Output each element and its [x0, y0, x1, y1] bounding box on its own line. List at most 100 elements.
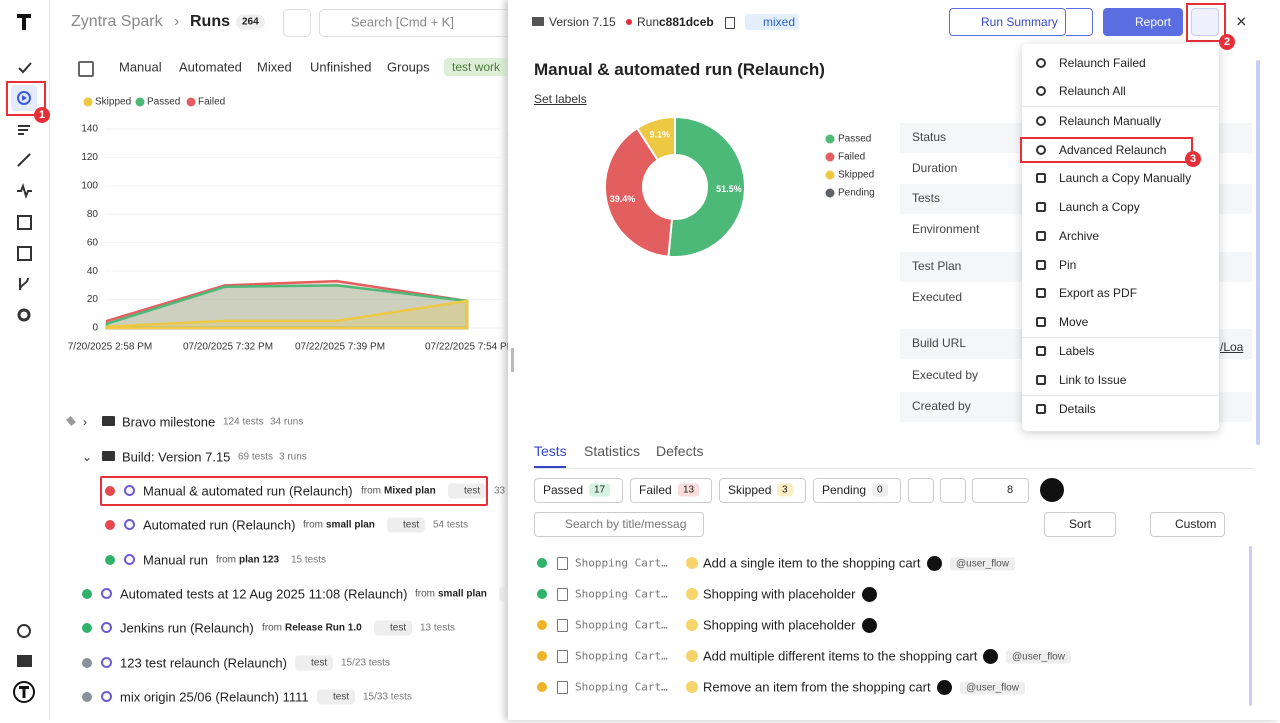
menu-icon: [1036, 173, 1046, 183]
comments-count: 8: [1007, 484, 1014, 496]
highlight-box: [100, 476, 488, 506]
test-type-icon: [686, 588, 698, 600]
tree-label[interactable]: Build: Version 7.15: [122, 449, 231, 465]
filter-button[interactable]: [283, 9, 311, 37]
summary-button[interactable]: [949, 8, 1066, 36]
test-title[interactable]: Add a single item to the shopping cart: [703, 555, 921, 571]
menu-item[interactable]: Relaunch All: [1059, 84, 1126, 98]
tree-label[interactable]: Manual & automated run (Relaunch): [143, 483, 353, 499]
test-tag: @user_flow: [1006, 650, 1071, 664]
test-count: 54 tests: [433, 519, 469, 531]
scrollbar: [1249, 546, 1252, 706]
run-type-icon: [124, 485, 135, 496]
tree-label[interactable]: mix origin 25/06 (Relaunch) 1111: [120, 689, 309, 705]
menu-divider: [1022, 106, 1219, 107]
menu-item[interactable]: Export as PDF: [1059, 286, 1138, 300]
test-title[interactable]: Add multiple different items to the shop…: [703, 648, 978, 664]
set-labels[interactable]: Set labels: [534, 92, 587, 106]
test-search[interactable]: [534, 512, 704, 537]
tree-label[interactable]: Bravo milestone: [122, 414, 216, 430]
kebab-button[interactable]: [1191, 8, 1219, 36]
tab[interactable]: Manual: [119, 59, 162, 75]
filter-chip[interactable]: [813, 478, 901, 503]
test-suite: Shopping Cart…: [575, 680, 668, 694]
annotation-badge: 1: [34, 107, 50, 123]
property-label: Created by: [912, 399, 971, 413]
sort-button[interactable]: [1044, 512, 1116, 537]
test-suite: Shopping Cart…: [575, 649, 668, 663]
filter-chip[interactable]: [719, 478, 806, 503]
menu-item[interactable]: Labels: [1059, 344, 1095, 358]
plan-prefix: from: [262, 622, 282, 634]
filter-chip[interactable]: [534, 478, 623, 503]
menu-item[interactable]: Relaunch Failed: [1059, 56, 1146, 70]
menu-item[interactable]: Relaunch Manually: [1059, 114, 1162, 128]
menu-item[interactable]: Link to Issue: [1059, 373, 1127, 387]
run-id: c881dceb: [659, 15, 714, 29]
close-button[interactable]: ×: [1236, 11, 1247, 32]
copy-icon[interactable]: [725, 17, 735, 29]
filter-chip[interactable]: [630, 478, 712, 503]
tab[interactable]: Unfinished: [310, 59, 372, 75]
plan-name: Release Run 1.0: [285, 622, 362, 634]
filter-label: Passed: [543, 483, 584, 497]
avatar: [1040, 478, 1064, 502]
menu-icon: [1036, 375, 1046, 385]
menu-icon: [1036, 260, 1046, 270]
menu-icon: [1036, 116, 1046, 126]
tab[interactable]: Groups: [387, 59, 430, 75]
more-button[interactable]: [1066, 8, 1093, 36]
tree-label[interactable]: Jenkins run (Relaunch): [120, 620, 254, 636]
legend-label: Skipped: [838, 170, 874, 181]
tab[interactable]: Mixed: [257, 59, 292, 75]
detail-tab[interactable]: Tests: [534, 443, 567, 459]
menu-icon: [1036, 145, 1046, 155]
scrollbar: [1256, 60, 1260, 445]
run-type-icon: [101, 691, 112, 702]
comments-chip[interactable]: [972, 478, 1029, 503]
test-tag: @user_flow: [960, 681, 1025, 695]
avatar: [927, 556, 942, 571]
test-title[interactable]: Shopping with placeholder: [703, 586, 856, 602]
slice-label: 51.5%: [716, 184, 742, 194]
legend-label: Pending: [838, 188, 875, 199]
count-badge: 264: [236, 14, 265, 30]
tab[interactable]: Automated: [179, 59, 242, 75]
tree-label[interactable]: 123 test relaunch (Relaunch): [120, 655, 287, 671]
breadcrumb-version[interactable]: Version 7.15: [549, 15, 616, 29]
menu-item[interactable]: Launch a Copy Manually: [1059, 171, 1192, 185]
test-title[interactable]: Remove an item from the shopping cart: [703, 679, 931, 695]
menu-icon: [1036, 202, 1046, 212]
chevron[interactable]: ›: [83, 415, 87, 429]
detail-tab[interactable]: Defects: [656, 443, 704, 459]
menu-item[interactable]: Pin: [1059, 258, 1077, 272]
area: [105, 299, 469, 330]
tag-filter[interactable]: test work: [444, 58, 509, 76]
icon-chip[interactable]: [908, 478, 934, 503]
status-dot: [105, 555, 115, 565]
report-button[interactable]: [1103, 8, 1183, 36]
menu-icon: [1036, 86, 1046, 96]
status-dot: [626, 19, 632, 25]
menu: [1022, 44, 1219, 431]
chevron[interactable]: ⌄: [82, 450, 93, 464]
detail-tab[interactable]: Statistics: [584, 443, 641, 459]
menu-item[interactable]: Move: [1059, 315, 1089, 329]
menu-item[interactable]: Archive: [1059, 229, 1100, 243]
legend-label: Passed: [147, 97, 180, 108]
tree-label[interactable]: Manual run: [143, 552, 209, 568]
custom-button[interactable]: [1150, 512, 1225, 537]
test-title[interactable]: Shopping with placeholder: [703, 617, 856, 633]
status-dot: [105, 486, 115, 496]
x-tick-label: 07/22/2025 7:54 PM: [425, 342, 510, 353]
folder-icon: [102, 416, 115, 426]
menu-item[interactable]: Advanced Relaunch: [1059, 143, 1167, 157]
menu-item[interactable]: Details: [1059, 402, 1096, 416]
icon-chip[interactable]: [940, 478, 966, 503]
project-name: Zyntra Spark: [71, 13, 163, 30]
tree-label[interactable]: Automated tests at 12 Aug 2025 11:08 (Re…: [120, 586, 408, 602]
run-count: 3 runs: [279, 451, 307, 463]
menu-item[interactable]: Launch a Copy: [1059, 200, 1140, 214]
tree-label[interactable]: Automated run (Relaunch): [143, 517, 296, 533]
filter-count: 0: [872, 483, 888, 497]
